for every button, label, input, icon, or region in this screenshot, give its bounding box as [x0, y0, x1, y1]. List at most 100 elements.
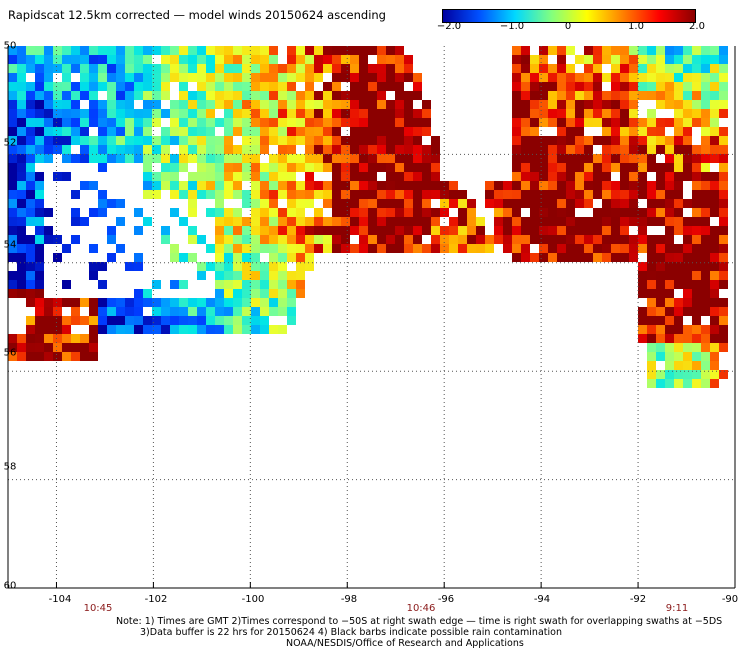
wind-cell-1332 — [575, 226, 584, 235]
wind-cell-263 — [17, 82, 26, 91]
wind-cell-1808 — [683, 343, 692, 352]
wind-cell-673 — [179, 136, 188, 145]
wind-cell-1791 — [701, 334, 710, 343]
wind-cell-1348 — [26, 235, 35, 244]
wind-cell-1099 — [656, 190, 665, 199]
wind-cell-189 — [665, 64, 674, 73]
wind-cell-934 — [251, 172, 260, 181]
wind-cell-1787 — [665, 334, 674, 343]
wind-cell-1097 — [638, 190, 647, 199]
wind-cell-57 — [656, 46, 665, 55]
wind-cell-477 — [188, 109, 197, 118]
wind-cell-974 — [17, 181, 26, 190]
wind-cell-285 — [233, 82, 242, 91]
wind-cell-675 — [197, 136, 206, 145]
wind-cell-1166 — [35, 208, 44, 217]
wind-cell-1093 — [602, 190, 611, 199]
wind-cell-848 — [620, 154, 629, 163]
wind-cell-724 — [17, 145, 26, 154]
wind-cell-399 — [71, 100, 80, 109]
wind-cell-753 — [314, 145, 323, 154]
wind-cell-1392 — [548, 235, 557, 244]
wind-cell-1083 — [512, 190, 521, 199]
wind-cell-1222 — [8, 217, 17, 226]
wind-cell-1426 — [269, 244, 278, 253]
wind-cell-1424 — [251, 244, 260, 253]
wind-cell-1330 — [557, 226, 566, 235]
wind-cell-1633 — [89, 298, 98, 307]
wind-cell-852 — [665, 154, 674, 163]
wind-cell-895 — [521, 163, 530, 172]
wind-cell-1839 — [656, 370, 665, 379]
wind-cell-891 — [413, 163, 422, 172]
wind-cell-696 — [395, 136, 404, 145]
wind-cell-136 — [71, 64, 80, 73]
wind-cell-831 — [395, 154, 404, 163]
wind-cell-1196 — [431, 208, 440, 217]
wind-cell-239 — [521, 73, 530, 82]
wind-cell-407 — [170, 100, 179, 109]
wind-cell-1752 — [179, 325, 188, 334]
wind-cell-1527 — [215, 262, 224, 271]
wind-cell-245 — [575, 73, 584, 82]
wind-cell-1720 — [197, 316, 206, 325]
wind-cell-1514 — [692, 253, 701, 262]
wind-cell-839 — [539, 154, 548, 163]
wind-cell-478 — [197, 109, 206, 118]
wind-cell-826 — [350, 154, 359, 163]
wind-cell-525 — [17, 118, 26, 127]
wind-cell-567 — [404, 118, 413, 127]
wind-cell-395 — [35, 100, 44, 109]
wind-cell-1747 — [134, 325, 143, 334]
wind-cell-1241 — [305, 217, 314, 226]
wind-cell-1741 — [62, 325, 71, 334]
wind-cell-939 — [305, 172, 314, 181]
wind-cell-375 — [575, 91, 584, 100]
wind-cell-708 — [584, 136, 593, 145]
wind-cell-1173 — [188, 208, 197, 217]
wind-cell-1758 — [233, 325, 242, 334]
wind-cell-700 — [512, 136, 521, 145]
wind-cell-533 — [89, 118, 98, 127]
wind-cell-627 — [350, 127, 359, 136]
wind-cell-1804 — [647, 343, 656, 352]
wind-cell-698 — [413, 136, 422, 145]
wind-cell-797 — [80, 154, 89, 163]
wind-cell-1138 — [485, 199, 494, 208]
wind-cell-107 — [512, 55, 521, 64]
wind-cell-1646 — [206, 298, 215, 307]
wind-cell-893 — [431, 163, 440, 172]
wind-cell-80 — [143, 55, 152, 64]
wind-cell-288 — [260, 82, 269, 91]
wind-cell-54 — [629, 46, 638, 55]
wind-cell-622 — [296, 127, 305, 136]
wind-cell-1050 — [197, 190, 206, 199]
wind-cell-938 — [287, 172, 296, 181]
wind-cell-551 — [260, 118, 269, 127]
wind-cell-1524 — [134, 262, 143, 271]
wind-cell-1614 — [269, 289, 278, 298]
wind-cell-1386 — [494, 235, 503, 244]
wind-cell-409 — [188, 100, 197, 109]
wind-cell-906 — [620, 163, 629, 172]
wind-cell-243 — [557, 73, 566, 82]
wind-cell-1214 — [647, 208, 656, 217]
wind-cell-357 — [314, 91, 323, 100]
wind-cell-22 — [206, 46, 215, 55]
wind-cell-1794 — [8, 343, 17, 352]
wind-cell-921 — [53, 172, 62, 181]
wind-cell-520 — [692, 109, 701, 118]
wind-cell-1435 — [350, 244, 359, 253]
wind-cell-1089 — [566, 190, 575, 199]
wind-cell-1555 — [233, 271, 242, 280]
wind-cell-339 — [143, 91, 152, 100]
wind-cell-925 — [161, 172, 170, 181]
wind-cell-172 — [395, 64, 404, 73]
wind-cell-1420 — [215, 244, 224, 253]
wind-cell-495 — [359, 109, 368, 118]
wind-cell-1020 — [548, 181, 557, 190]
wind-cell-51 — [602, 46, 611, 55]
wind-cell-448 — [629, 100, 638, 109]
wind-cell-1631 — [71, 298, 80, 307]
wind-cell-94 — [287, 55, 296, 64]
